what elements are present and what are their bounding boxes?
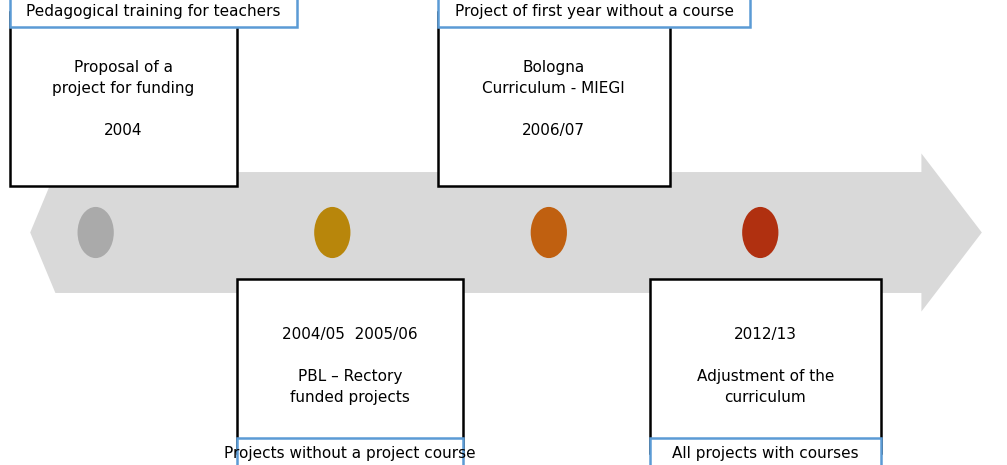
Text: All projects with courses: All projects with courses [672, 446, 859, 461]
Ellipse shape [314, 207, 350, 258]
Text: Proposal of a
project for funding

2004: Proposal of a project for funding 2004 [52, 60, 194, 138]
Bar [10, 0, 297, 27]
Text: Project of first year without a course: Project of first year without a course [454, 4, 734, 19]
Bar [650, 438, 881, 465]
Ellipse shape [742, 207, 778, 258]
Bar [10, 12, 237, 186]
Bar [438, 12, 670, 186]
Bar [650, 279, 881, 453]
Text: Projects without a project course: Projects without a project course [225, 446, 475, 461]
Bar [237, 279, 463, 453]
Text: 2012/13

Adjustment of the
curriculum: 2012/13 Adjustment of the curriculum [697, 327, 834, 405]
Polygon shape [30, 153, 982, 312]
Text: Bologna
Curriculum - MIEGI

2006/07: Bologna Curriculum - MIEGI 2006/07 [482, 60, 625, 138]
Ellipse shape [531, 207, 567, 258]
Ellipse shape [78, 207, 114, 258]
Bar [237, 438, 463, 465]
Text: 2004/05  2005/06

PBL – Rectory
funded projects: 2004/05 2005/06 PBL – Rectory funded pro… [282, 327, 418, 405]
Bar [438, 0, 750, 27]
Text: Pedagogical training for teachers: Pedagogical training for teachers [26, 4, 281, 19]
